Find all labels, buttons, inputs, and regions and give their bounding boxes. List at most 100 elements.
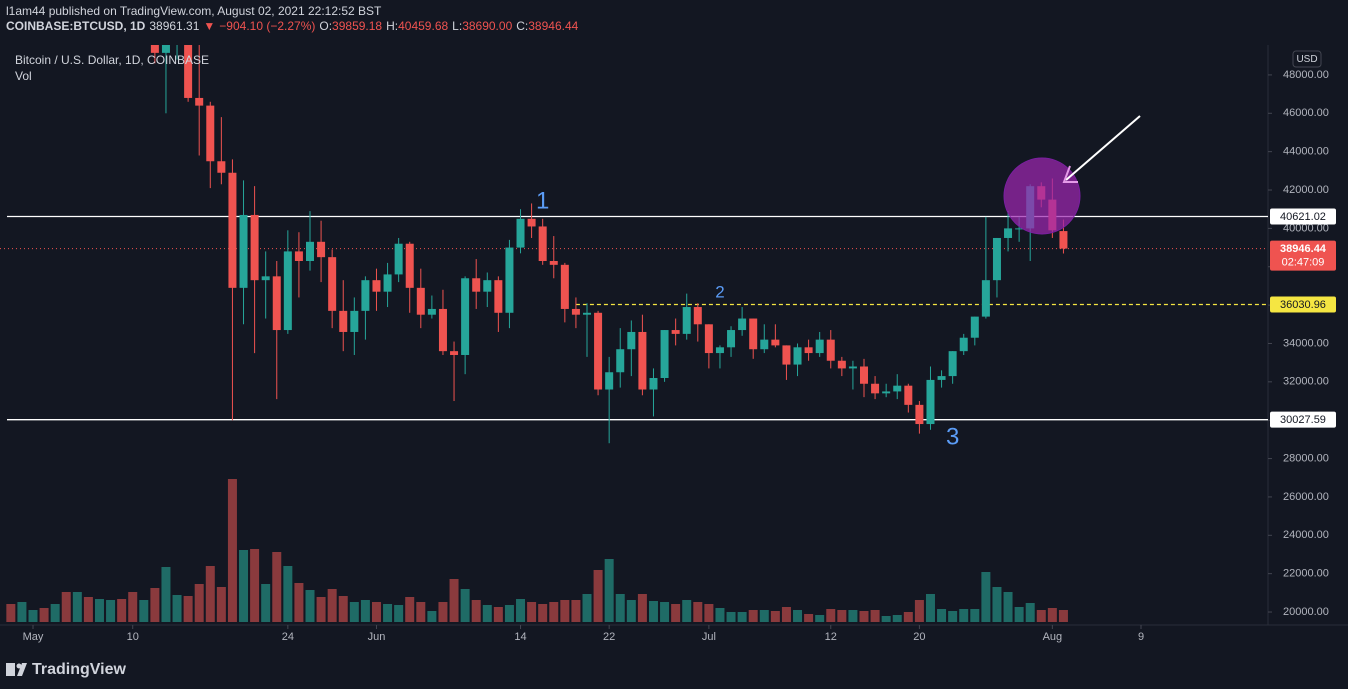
symbol: COINBASE:BTCUSD, 1D [6, 19, 146, 33]
volume-bar [903, 612, 913, 622]
candle-body [450, 351, 459, 355]
volume-bar [593, 570, 603, 622]
volume-bar [1047, 608, 1057, 622]
logo-slash [17, 663, 27, 676]
volume-bar [6, 604, 16, 622]
volume-bar [205, 566, 215, 622]
volume-bar [261, 584, 271, 622]
price-line-label: 40621.02 [1280, 211, 1326, 223]
logo-mark [6, 663, 15, 676]
candle-body [505, 247, 514, 313]
annotation: 1 [536, 187, 549, 214]
volume-label: Vol [15, 69, 32, 83]
candle-body [749, 318, 758, 350]
candle-body [339, 310, 348, 332]
candle-body [372, 280, 381, 292]
candle-body [306, 241, 314, 261]
candle-body [217, 161, 226, 173]
volume-bar [1003, 592, 1013, 622]
volume-bar [17, 602, 27, 622]
x-tick-label: Aug [1043, 631, 1063, 643]
candle-body [571, 308, 580, 315]
volume-bar [726, 612, 736, 622]
volume-bar [150, 588, 160, 622]
volume-bar [615, 594, 625, 622]
ohlc-item: H: 40459.68 [386, 19, 448, 34]
highlight-circle [1003, 157, 1081, 235]
candle-body [937, 376, 946, 380]
volume-bar [394, 605, 404, 622]
volume-bar [416, 602, 426, 622]
volume-bar [383, 604, 393, 622]
volume-bar [117, 599, 127, 622]
currency-box [1292, 50, 1322, 68]
header: l1am44 published on TradingView.com, Aug… [6, 4, 578, 34]
volume-bar [28, 610, 38, 622]
candle-body [848, 366, 857, 369]
candle-body [228, 172, 237, 288]
volume-bar [61, 592, 71, 622]
volume-bar [560, 600, 570, 622]
volume-bar [316, 597, 326, 622]
chart-title: Bitcoin / U.S. Dollar, 1D, COINBASE [15, 53, 209, 67]
y-tick-label: 24000.00 [1283, 529, 1329, 541]
candle-body [173, 38, 181, 42]
x-tick-label: May [23, 631, 44, 643]
axis-layer: 20000.00 22000.00 24000.00 26000.00 28000.00… [23, 69, 1336, 643]
volume-bar [848, 610, 858, 622]
y-tick-label: 22000.00 [1283, 568, 1329, 580]
volume-layer [6, 479, 1068, 622]
candle-body [294, 251, 303, 261]
y-tick-label: 40000.00 [1283, 222, 1329, 234]
price-line-label: 30027.59 [1280, 414, 1326, 426]
volume-bar [471, 600, 481, 622]
volume-bar [504, 605, 514, 622]
volume-bar [582, 594, 592, 622]
candle-body [771, 339, 780, 346]
price-line-box [1270, 411, 1336, 428]
volume-bar [737, 612, 747, 622]
volume-bar [294, 583, 304, 622]
candle-body [638, 331, 647, 390]
x-tick-label: 12 [825, 631, 837, 643]
candle-body [527, 218, 536, 227]
candle-body [970, 316, 979, 338]
candle-body [328, 257, 337, 311]
volume-bar [626, 600, 636, 622]
x-tick-label: 20 [913, 631, 925, 643]
candle-body [594, 312, 603, 390]
ohlc-label: C: [516, 19, 529, 33]
y-tick-label: 26000.00 [1283, 491, 1329, 503]
candle-body [361, 280, 370, 311]
candle-body [350, 310, 359, 332]
volume-bar [128, 592, 138, 622]
candle-body [184, 45, 193, 98]
publisher-row: l1am44 published on TradingView.com, Aug… [6, 4, 578, 19]
volume-bar [405, 597, 415, 622]
volume-bar [881, 616, 891, 622]
candle-body [1004, 228, 1013, 238]
volume-bar [83, 597, 93, 622]
price-line-layer [0, 215, 1268, 421]
volume-bar [1058, 610, 1068, 622]
candle-body [195, 97, 204, 106]
volume-bar [981, 572, 991, 622]
volume-bar [549, 602, 559, 622]
annotation-layer: 1 2 3 [536, 187, 959, 450]
candle-body [494, 280, 503, 313]
candle-body [605, 372, 614, 390]
volume-bar [460, 589, 470, 622]
volume-bar [870, 610, 880, 622]
candle-body [826, 339, 835, 361]
arrow-head [1062, 165, 1078, 183]
last-price: 38961.31 [149, 19, 200, 33]
quote-row: COINBASE:BTCUSD, 1D 38961.31 ▼ −904.10 (… [6, 19, 578, 34]
volume-bar [161, 567, 171, 622]
candle-body [926, 379, 935, 425]
currency: USD [1296, 54, 1317, 65]
volume-bar [194, 584, 204, 622]
volume-bar [992, 587, 1002, 622]
candle-body [727, 330, 736, 348]
